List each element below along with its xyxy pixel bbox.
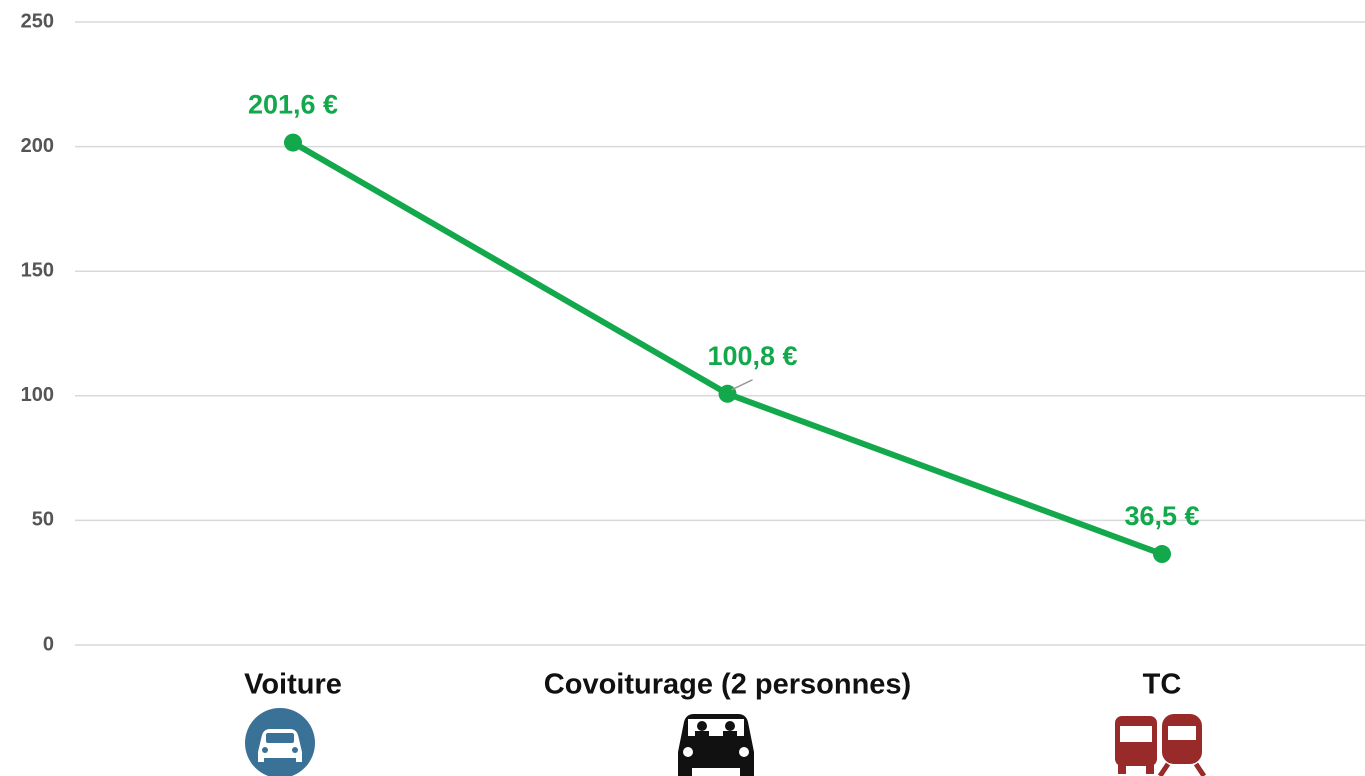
y-tick-label: 200 — [21, 135, 54, 157]
y-tick-label: 250 — [21, 10, 54, 32]
x-tick-label: Voiture — [244, 669, 342, 701]
point — [718, 384, 737, 403]
x-tick-label: TC — [1143, 669, 1182, 701]
point — [1153, 545, 1171, 564]
x-tick-label: Covoiturage (2 personnes) — [544, 669, 911, 701]
icon-car — [245, 708, 315, 776]
value-label: 201,6 € — [248, 90, 338, 120]
y-tick-label: 150 — [21, 259, 54, 281]
y-tick-label: 100 — [21, 384, 54, 406]
value-label: 36,5 € — [1124, 501, 1199, 531]
point — [284, 133, 302, 152]
icon-transit — [1115, 714, 1207, 776]
value-label: 100,8 € — [707, 341, 797, 371]
y-tick-label: 0 — [43, 633, 54, 655]
leader-line — [731, 379, 753, 391]
icon-carpool — [678, 714, 754, 776]
y-tick-label: 50 — [32, 509, 54, 531]
